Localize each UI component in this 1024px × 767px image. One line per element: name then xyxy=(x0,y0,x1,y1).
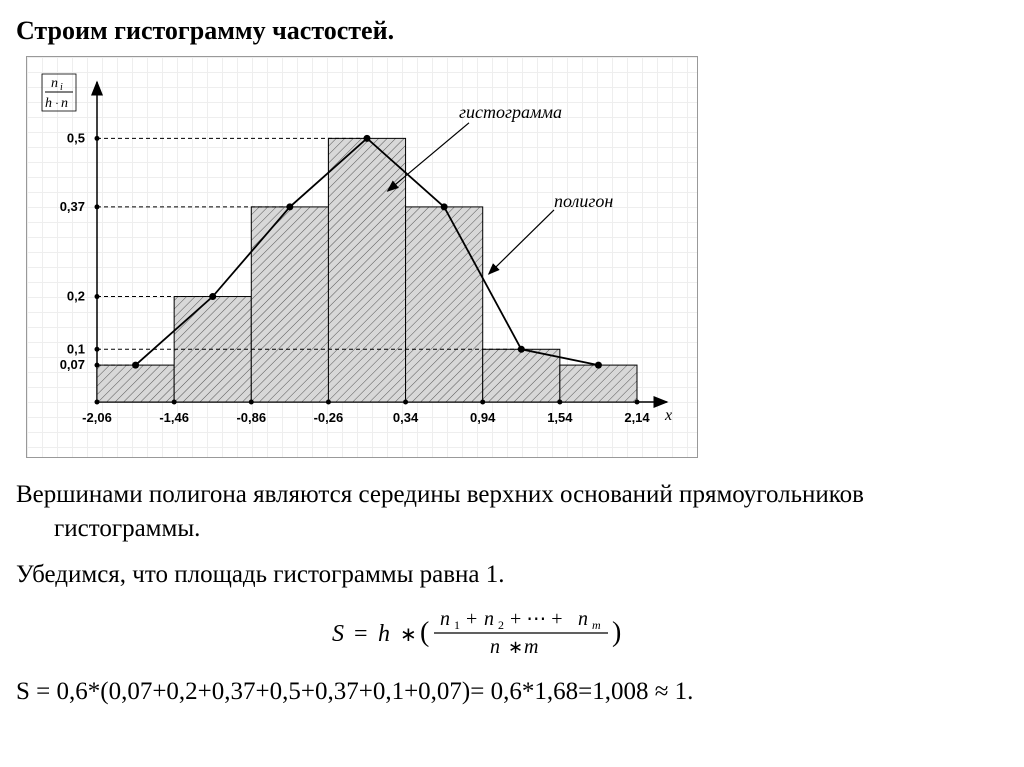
svg-text:0,2: 0,2 xyxy=(67,289,85,304)
svg-text:n: n xyxy=(578,608,588,630)
svg-text:-2,06: -2,06 xyxy=(82,410,112,425)
svg-text:n: n xyxy=(440,608,450,630)
svg-text:n: n xyxy=(61,96,68,111)
svg-text:полигон: полигон xyxy=(554,191,613,211)
svg-text:S: S xyxy=(332,621,344,647)
svg-text:1: 1 xyxy=(454,618,460,632)
svg-text:1,54: 1,54 xyxy=(547,410,573,425)
calculation: S = 0,6*(0,07+0,2+0,37+0,5+0,37+0,1+0,07… xyxy=(16,678,1008,706)
svg-text:m: m xyxy=(592,618,601,632)
svg-text:n: n xyxy=(51,76,58,91)
page-title: Строим гистограмму частостей. xyxy=(16,16,1008,46)
svg-text:·: · xyxy=(55,96,59,110)
svg-text:0,5: 0,5 xyxy=(67,130,85,145)
svg-text:∗: ∗ xyxy=(508,637,523,657)
svg-text:гистограмма: гистограмма xyxy=(459,102,562,122)
svg-text:n: n xyxy=(490,636,500,658)
svg-text:-0,86: -0,86 xyxy=(236,410,266,425)
svg-text:i: i xyxy=(60,82,63,93)
svg-text:+ ⋯ +: + ⋯ + xyxy=(510,608,563,630)
svg-text:2,14: 2,14 xyxy=(624,410,650,425)
svg-text:0,34: 0,34 xyxy=(393,410,419,425)
svg-text:m: m xyxy=(524,636,538,658)
svg-text:h: h xyxy=(45,96,52,111)
svg-text:0,07: 0,07 xyxy=(60,357,85,372)
svg-text:x: x xyxy=(664,407,672,424)
svg-text:0,37: 0,37 xyxy=(60,199,85,214)
paragraph-1: Вершинами полигона являются середины вер… xyxy=(16,478,1008,546)
svg-text:): ) xyxy=(612,617,621,648)
svg-text:-1,46: -1,46 xyxy=(159,410,189,425)
svg-text:∗: ∗ xyxy=(400,624,417,646)
formula: S = h ∗ ( n 1 + n 2 + ⋯ + n m n ∗ m ) xyxy=(16,603,1008,668)
svg-text:-0,26: -0,26 xyxy=(314,410,344,425)
paragraph-2: Убедимся, что площадь гистограммы равна … xyxy=(16,558,1008,592)
svg-text:0,94: 0,94 xyxy=(470,410,496,425)
svg-text:=: = xyxy=(354,621,368,647)
svg-text:2: 2 xyxy=(498,618,504,632)
svg-text:+: + xyxy=(466,608,477,630)
svg-text:0,1: 0,1 xyxy=(67,341,85,356)
svg-text:n: n xyxy=(484,608,494,630)
svg-text:h: h xyxy=(378,621,390,647)
svg-text:(: ( xyxy=(420,617,429,648)
histogram-chart: nih·nx-2,06-1,46-0,86-0,260,340,941,542,… xyxy=(26,56,698,458)
